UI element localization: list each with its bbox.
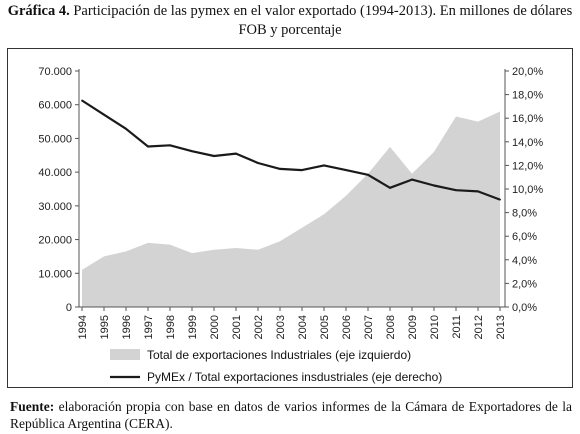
left-tick-label: 20.000 bbox=[38, 235, 72, 247]
source-text: elaboración propia con base en datos de … bbox=[10, 399, 572, 431]
right-tick-label: 4,0% bbox=[512, 255, 537, 267]
right-tick-label: 10,0% bbox=[512, 184, 543, 196]
x-tick-label: 1998 bbox=[165, 315, 177, 339]
figure-label: Gráfica 4. bbox=[7, 3, 70, 19]
x-tick-label: 2004 bbox=[297, 315, 309, 339]
x-tick-label: 1994 bbox=[77, 315, 89, 339]
x-tick-label: 2013 bbox=[495, 315, 507, 339]
right-tick-label: 18,0% bbox=[512, 90, 543, 102]
right-tick-label: 14,0% bbox=[512, 137, 543, 149]
right-tick-label: 16,0% bbox=[512, 113, 543, 125]
line-point bbox=[103, 113, 105, 116]
right-tick-label: 12,0% bbox=[512, 160, 543, 172]
line-point bbox=[477, 190, 479, 193]
left-tick-label: 50.000 bbox=[38, 133, 72, 145]
legend-label-area: Total de exportaciones Industriales (eje… bbox=[147, 348, 411, 362]
left-tick-label: 40.000 bbox=[38, 167, 72, 179]
line-point bbox=[389, 186, 391, 189]
x-tick-label: 2012 bbox=[473, 315, 485, 339]
right-tick-label: 8,0% bbox=[512, 208, 537, 220]
line-point bbox=[499, 198, 501, 201]
x-tick-label: 1995 bbox=[99, 315, 111, 339]
line-point bbox=[147, 145, 149, 148]
x-tick-label: 2010 bbox=[429, 315, 441, 339]
left-tick-label: 70.000 bbox=[38, 66, 72, 78]
legend-swatch-area bbox=[110, 349, 140, 360]
x-tick-label: 2009 bbox=[407, 315, 419, 339]
x-tick-label: 2008 bbox=[385, 315, 397, 339]
line-point bbox=[279, 168, 281, 170]
right-tick-label: 0,0% bbox=[512, 302, 537, 314]
x-tick-label: 2000 bbox=[209, 315, 221, 339]
right-tick-label: 6,0% bbox=[512, 231, 537, 243]
line-point bbox=[301, 169, 303, 172]
figure-title-text: Participación de las pymex en el valor e… bbox=[73, 3, 573, 38]
line-point bbox=[367, 173, 369, 176]
left-tick-label: 30.000 bbox=[38, 201, 72, 213]
x-tick-label: 2001 bbox=[231, 315, 243, 339]
x-tick-label: 2011 bbox=[451, 315, 463, 339]
x-tick-label: 2003 bbox=[275, 315, 287, 339]
x-tick-label: 1997 bbox=[143, 315, 155, 339]
source-note: Fuente: elaboración propia con base en d… bbox=[10, 398, 572, 432]
right-tick-label: 2,0% bbox=[512, 278, 537, 290]
x-tick-label: 2002 bbox=[253, 315, 265, 339]
line-point bbox=[191, 150, 193, 153]
line-point bbox=[125, 127, 127, 130]
line-point bbox=[433, 184, 435, 187]
left-tick-label: 60.000 bbox=[38, 100, 72, 112]
chart-frame bbox=[7, 48, 573, 388]
right-tick-label: 20,0% bbox=[512, 66, 543, 78]
area-series-exportaciones bbox=[82, 111, 500, 307]
left-tick-label: 0 bbox=[66, 302, 72, 314]
line-point bbox=[169, 144, 171, 147]
line-point bbox=[411, 178, 413, 181]
line-point bbox=[213, 155, 215, 157]
line-series-pymex bbox=[81, 99, 501, 201]
line-point bbox=[235, 152, 237, 155]
x-tick-label: 1996 bbox=[121, 315, 133, 339]
x-tick-label: 2006 bbox=[341, 315, 353, 339]
line-point bbox=[455, 189, 457, 192]
left-tick-label: 10.000 bbox=[38, 268, 72, 280]
x-tick-label: 2007 bbox=[363, 315, 375, 339]
chart-title: Gráfica 4. Participación de las pymex en… bbox=[0, 2, 580, 40]
x-tick-label: 2005 bbox=[319, 315, 331, 339]
line-point bbox=[345, 169, 347, 172]
line-point bbox=[323, 164, 325, 167]
source-label: Fuente: bbox=[10, 399, 55, 414]
line-point bbox=[81, 99, 83, 102]
legend-label-line: PyMEx / Total exportaciones insdustriale… bbox=[147, 370, 442, 384]
line-point bbox=[257, 162, 259, 164]
x-tick-label: 1999 bbox=[187, 315, 199, 339]
